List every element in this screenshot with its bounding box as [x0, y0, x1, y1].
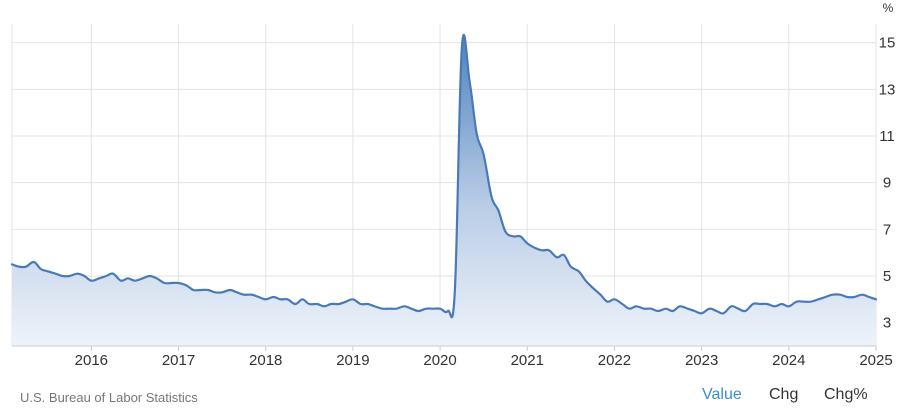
x-tick-label: 2025: [859, 352, 892, 369]
y-tick-label: 15: [879, 35, 896, 52]
tab-chg-percent[interactable]: Chg%: [824, 386, 868, 403]
y-tick-label: 9: [883, 175, 891, 192]
tab-chg[interactable]: Chg: [769, 386, 799, 403]
x-tick-label: 2023: [685, 352, 718, 369]
x-tick-label: 2017: [162, 352, 195, 369]
x-tick-label: 2018: [249, 352, 282, 369]
unemployment-rate-chart: 2016 2017 2018 2019 2020 2021 2022 2023 2024 2025…: [10, 1, 896, 369]
series-area: [12, 34, 876, 347]
chart-footer: U.S. Bureau of Labor Statistics Value Ch…: [0, 384, 900, 411]
y-axis-unit-label: %: [883, 1, 894, 15]
y-tick-label: 13: [879, 81, 896, 98]
x-tick-label: 2016: [75, 352, 108, 369]
y-axis-ticks: 3 5 7 9 11 13 15: [879, 35, 896, 332]
x-tick-label: 2021: [511, 352, 544, 369]
y-tick-label: 3: [883, 315, 891, 332]
y-tick-label: 7: [883, 221, 891, 238]
x-tick-label: 2022: [598, 352, 631, 369]
grid: [11, 24, 877, 346]
tab-value[interactable]: Value: [702, 386, 742, 403]
x-tick-label: 2019: [336, 352, 369, 369]
y-tick-label: 11: [879, 128, 895, 145]
x-tick-label: 2024: [772, 352, 805, 369]
x-tick-label: 2020: [423, 352, 456, 369]
y-tick-label: 5: [883, 268, 891, 285]
x-axis-ticks: 2016 2017 2018 2019 2020 2021 2022 2023 2024 2025: [75, 346, 893, 369]
series-line: [10, 33, 878, 319]
source-label: U.S. Bureau of Labor Statistics: [20, 390, 198, 405]
